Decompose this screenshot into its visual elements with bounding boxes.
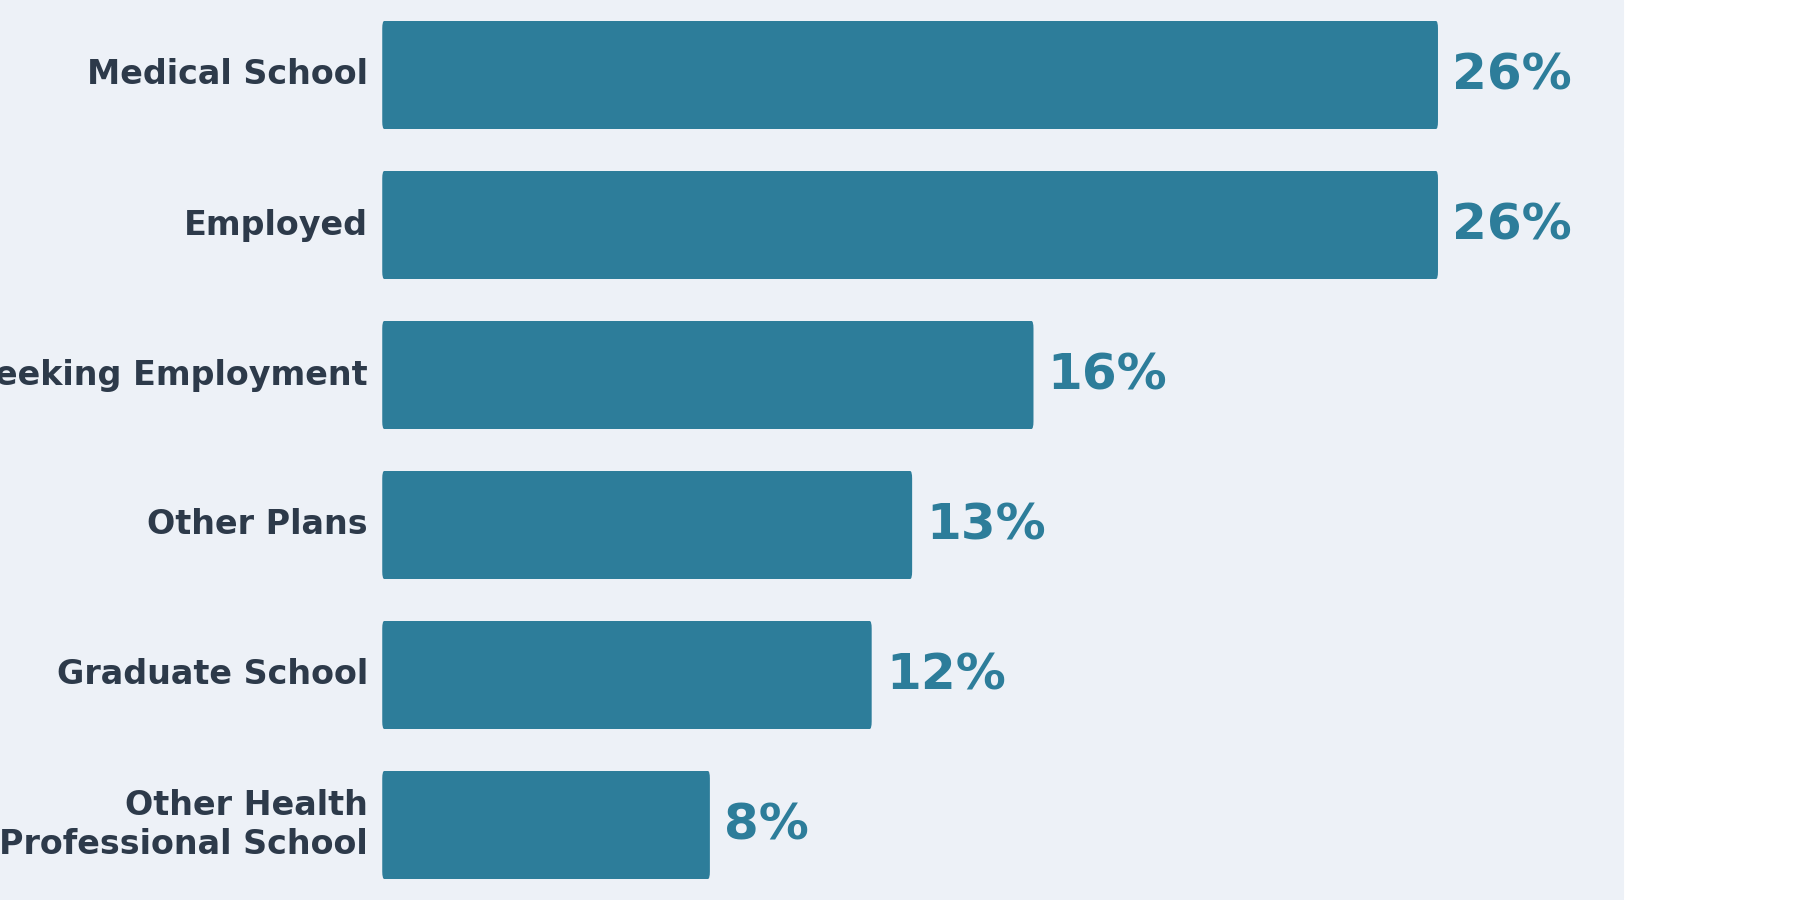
Text: Seeking Employment: Seeking Employment	[0, 358, 367, 392]
FancyBboxPatch shape	[0, 582, 1624, 768]
Text: 26%: 26%	[1453, 201, 1571, 249]
Text: Other Plans: Other Plans	[148, 508, 367, 542]
FancyBboxPatch shape	[382, 171, 1438, 279]
Text: 16%: 16%	[1048, 351, 1168, 399]
Text: Employed: Employed	[184, 209, 367, 241]
FancyBboxPatch shape	[382, 321, 1033, 429]
FancyBboxPatch shape	[0, 432, 1624, 618]
FancyBboxPatch shape	[382, 21, 1438, 129]
FancyBboxPatch shape	[0, 282, 1624, 468]
FancyBboxPatch shape	[0, 0, 1624, 168]
FancyBboxPatch shape	[382, 471, 913, 579]
FancyBboxPatch shape	[382, 621, 871, 729]
Text: 26%: 26%	[1453, 51, 1571, 99]
FancyBboxPatch shape	[0, 132, 1624, 318]
Text: 12%: 12%	[886, 651, 1006, 699]
FancyBboxPatch shape	[382, 771, 709, 879]
Text: 13%: 13%	[927, 501, 1046, 549]
Text: Medical School: Medical School	[86, 58, 367, 92]
FancyBboxPatch shape	[0, 732, 1624, 900]
Text: 8%: 8%	[724, 801, 808, 849]
Text: Graduate School: Graduate School	[58, 659, 367, 691]
Text: Other Health
Professional School: Other Health Professional School	[0, 789, 367, 860]
